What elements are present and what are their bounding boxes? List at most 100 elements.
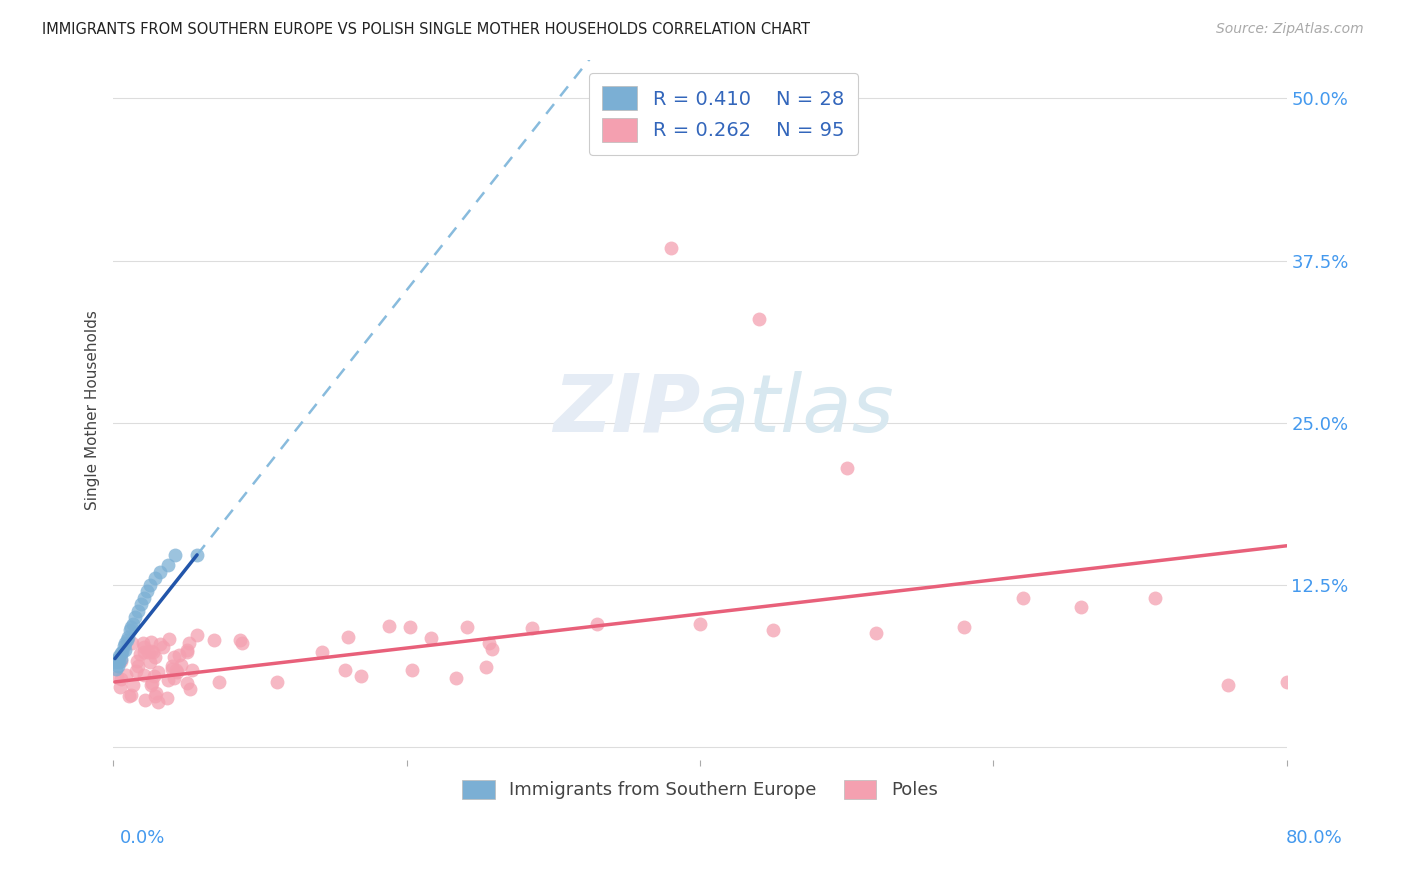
Point [481, 641, 503, 656]
Point [149, 565, 172, 579]
Point [117, 630, 139, 644]
Text: ZIP: ZIP [553, 371, 700, 449]
Point [111, 645, 134, 659]
Point [186, 628, 208, 642]
Point [142, 668, 165, 682]
Point [165, 663, 187, 677]
Point [659, 241, 682, 255]
Point [586, 124, 609, 138]
Point [163, 671, 186, 685]
Point [127, 604, 149, 618]
Point [149, 637, 172, 651]
Point [110, 651, 132, 665]
Point [311, 645, 333, 659]
Point [108, 680, 131, 694]
Point [134, 591, 156, 605]
Point [1143, 591, 1166, 605]
Point [107, 659, 129, 673]
Point [127, 659, 149, 673]
Point [105, 662, 128, 676]
Text: 80.0%: 80.0% [1286, 829, 1343, 847]
Point [134, 693, 156, 707]
Point [156, 673, 179, 687]
Point [108, 656, 131, 670]
Point [1275, 674, 1298, 689]
Legend: Immigrants from Southern Europe, Poles: Immigrants from Southern Europe, Poles [456, 772, 945, 806]
Point [444, 671, 467, 685]
Point [177, 636, 200, 650]
Point [114, 636, 136, 650]
Point [377, 618, 399, 632]
Point [1070, 599, 1092, 614]
Point [104, 656, 127, 670]
Point [134, 667, 156, 681]
Point [179, 682, 201, 697]
Point [160, 662, 183, 676]
Point [157, 632, 180, 646]
Point [478, 636, 501, 650]
Point [186, 548, 208, 562]
Point [112, 639, 135, 653]
Point [1011, 591, 1033, 605]
Point [156, 558, 179, 573]
Point [165, 548, 187, 562]
Point [131, 597, 153, 611]
Point [122, 678, 145, 692]
Point [166, 665, 188, 679]
Point [145, 686, 167, 700]
Point [139, 634, 162, 648]
Point [142, 645, 165, 659]
Point [835, 461, 858, 475]
Point [124, 610, 146, 624]
Point [107, 651, 129, 665]
Point [143, 690, 166, 704]
Text: Source: ZipAtlas.com: Source: ZipAtlas.com [1216, 22, 1364, 37]
Point [143, 571, 166, 585]
Point [762, 623, 785, 637]
Point [176, 676, 198, 690]
Point [333, 663, 356, 677]
Text: 0.0%: 0.0% [120, 829, 165, 847]
Point [108, 648, 131, 663]
Point [336, 630, 359, 644]
Point [176, 643, 198, 657]
Point [167, 648, 190, 662]
Point [181, 664, 204, 678]
Text: IMMIGRANTS FROM SOUTHERN EUROPE VS POLISH SINGLE MOTHER HOUSEHOLDS CORRELATION C: IMMIGRANTS FROM SOUTHERN EUROPE VS POLIS… [42, 22, 810, 37]
Point [231, 635, 253, 649]
Point [953, 620, 976, 634]
Point [401, 663, 423, 677]
Point [105, 670, 128, 684]
Point [136, 645, 159, 659]
Point [689, 616, 711, 631]
Point [865, 625, 887, 640]
Point [146, 695, 169, 709]
Point [522, 621, 544, 635]
Point [134, 640, 156, 654]
Point [139, 577, 162, 591]
Point [420, 632, 443, 646]
Point [138, 655, 160, 669]
Point [118, 623, 141, 637]
Point [202, 633, 225, 648]
Point [748, 312, 770, 326]
Point [125, 664, 148, 678]
Point [208, 675, 231, 690]
Point [176, 645, 198, 659]
Point [110, 673, 132, 687]
Point [125, 654, 148, 668]
Point [586, 616, 609, 631]
Point [163, 650, 186, 665]
Point [114, 667, 136, 681]
Point [1216, 677, 1239, 691]
Point [110, 647, 132, 661]
Point [475, 659, 498, 673]
Point [132, 636, 155, 650]
Point [170, 658, 193, 673]
Point [139, 644, 162, 658]
Point [136, 584, 159, 599]
Point [456, 620, 478, 634]
Point [115, 633, 138, 648]
Point [229, 633, 252, 648]
Y-axis label: Single Mother Households: Single Mother Households [86, 310, 100, 509]
